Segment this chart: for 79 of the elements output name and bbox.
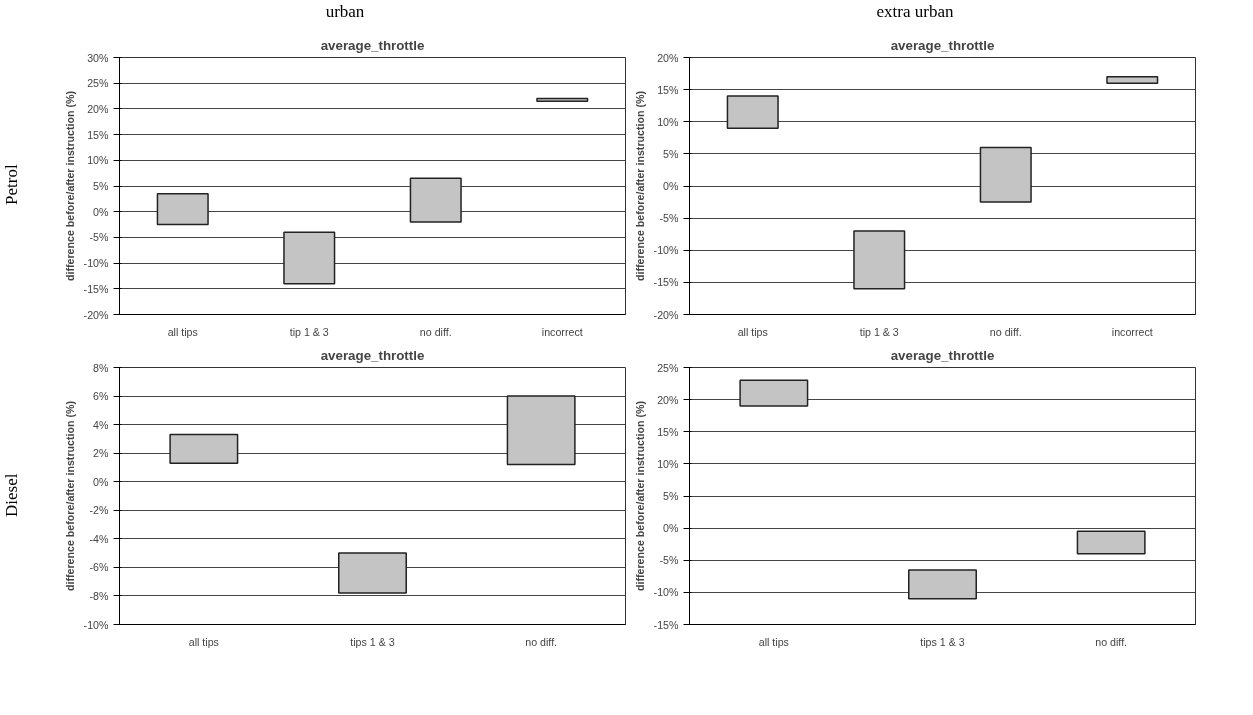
y-tick-label: 5% <box>663 490 680 502</box>
y-tick-label: -15% <box>83 282 110 295</box>
y-tick-label: -10% <box>83 257 110 270</box>
chart-title: average_throttle <box>890 37 995 53</box>
x-tick-label: no diff. <box>419 325 452 338</box>
y-tick-label: 5% <box>663 147 680 160</box>
y-tick-label: 8% <box>93 361 110 374</box>
y-tick-label: 6% <box>93 390 110 403</box>
y-tick-label: 30% <box>87 51 110 64</box>
y-tick-label: -20% <box>83 308 110 321</box>
bar <box>156 192 209 226</box>
x-tick-label: all tips <box>188 635 219 648</box>
y-tick-label: -8% <box>89 589 110 602</box>
text: urban <box>325 1 365 23</box>
y-tick-label: -10% <box>83 618 110 631</box>
text: Petrol <box>1 164 22 206</box>
chart-title: average_throttle <box>320 347 425 363</box>
y-tick-label: 0% <box>93 205 110 218</box>
y-tick-label: 5% <box>93 180 110 192</box>
y-tick-label: -5% <box>659 554 680 567</box>
y-tick-label: -4% <box>89 532 110 545</box>
text: Diesel <box>1 473 22 517</box>
chart-title: average_throttle <box>890 347 995 363</box>
x-tick-label: all tips <box>758 635 789 648</box>
y-tick-label: 2% <box>93 447 110 460</box>
y-tick-label: -5% <box>659 212 680 225</box>
y-tick-label: 25% <box>87 77 110 90</box>
bar <box>169 433 239 464</box>
y-tick-label: -15% <box>653 618 680 631</box>
y-tick-label: -5% <box>89 231 110 244</box>
x-tick-label: tip 1 & 3 <box>289 325 329 338</box>
chart-title: average_throttle <box>320 37 425 53</box>
bar <box>536 97 589 102</box>
y-tick-label: 0% <box>93 475 110 488</box>
y-axis-title: difference before/after instruction (%) <box>633 90 646 282</box>
y-tick-label: 15% <box>657 83 680 96</box>
y-axis-title: difference before/after instruction (%) <box>63 90 76 282</box>
x-tick-label: all tips <box>737 325 768 338</box>
y-tick-label: 4% <box>93 418 110 431</box>
x-tick-label: incorrect <box>1111 325 1153 338</box>
y-tick-label: -6% <box>89 561 110 574</box>
y-tick-label: 20% <box>657 393 680 406</box>
y-axis-title: difference before/after instruction (%) <box>633 400 646 592</box>
bar <box>338 552 407 594</box>
bar <box>1076 530 1146 555</box>
bar <box>853 230 906 290</box>
x-tick-label: incorrect <box>541 325 583 338</box>
y-tick-label: 20% <box>87 102 110 115</box>
y-tick-label: 0% <box>663 522 680 535</box>
bar <box>1106 76 1159 84</box>
y-tick-label: -15% <box>653 276 680 289</box>
x-tick-label: tips 1 & 3 <box>350 635 395 648</box>
y-tick-label: 25% <box>657 361 680 374</box>
text: extra urban <box>876 1 954 23</box>
x-tick-label: no diff. <box>989 325 1022 338</box>
x-tick-label: tip 1 & 3 <box>859 325 899 338</box>
bar <box>726 95 779 129</box>
bar <box>979 146 1032 203</box>
y-tick-label: -10% <box>653 244 680 257</box>
x-tick-label: no diff. <box>1095 635 1128 648</box>
y-axis-title: difference before/after instruction (%) <box>63 400 76 592</box>
x-tick-label: tips 1 & 3 <box>920 635 965 648</box>
y-tick-label: 15% <box>87 128 110 141</box>
y-tick-label: -2% <box>89 504 110 517</box>
y-tick-label: -20% <box>653 308 680 321</box>
bar <box>506 395 576 466</box>
bar <box>409 177 462 223</box>
x-tick-label: no diff. <box>525 635 558 648</box>
y-tick-label: 15% <box>657 425 680 438</box>
y-tick-label: 10% <box>87 154 110 167</box>
y-tick-label: -10% <box>653 586 680 599</box>
x-tick-label: all tips <box>167 325 198 338</box>
bar <box>283 231 336 285</box>
bar <box>739 379 809 407</box>
y-tick-label: 20% <box>657 51 680 64</box>
y-tick-label: 10% <box>657 457 680 470</box>
bar <box>908 569 977 600</box>
y-tick-label: 10% <box>657 115 680 128</box>
y-tick-label: 0% <box>663 180 680 192</box>
